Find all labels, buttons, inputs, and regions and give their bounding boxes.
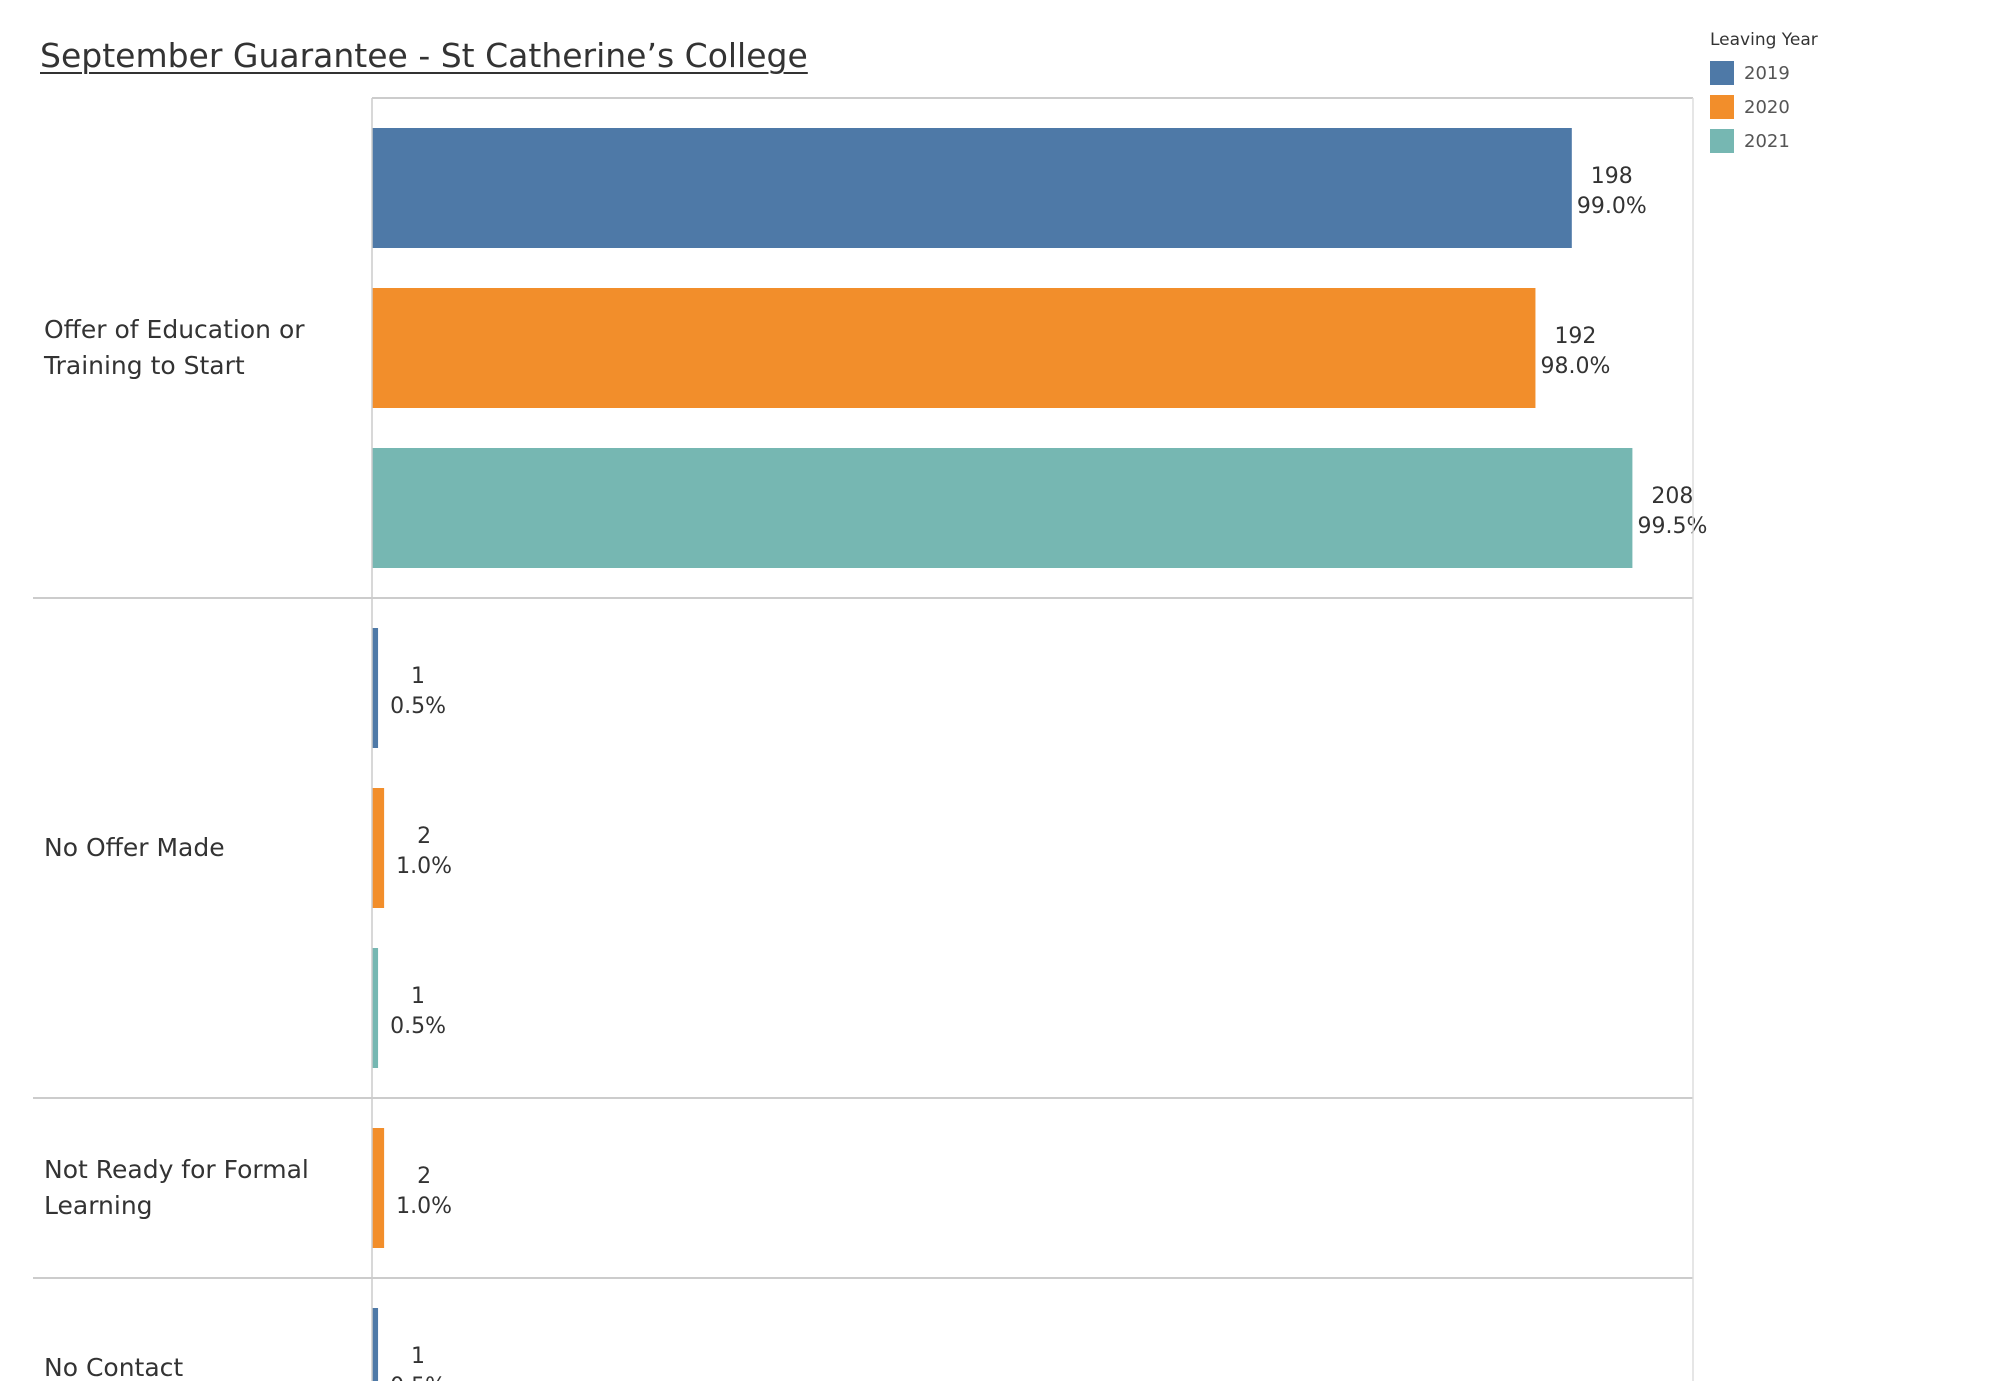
data-label-value: 1	[411, 1344, 425, 1369]
legend-title: Leaving Year	[1710, 30, 1818, 50]
category-label: No Offer Made	[44, 833, 225, 862]
legend-item-2020[interactable]: 2020	[1710, 90, 1818, 124]
legend-swatch-2019	[1710, 61, 1734, 85]
data-label-value: 198	[1591, 164, 1633, 189]
data-label-percent: 99.5%	[1637, 514, 1707, 539]
data-label-percent: 0.5%	[390, 1014, 446, 1039]
data-label-percent: 0.5%	[390, 694, 446, 719]
category-label: Learning	[44, 1191, 153, 1220]
data-label-value: 1	[411, 984, 425, 1009]
data-label-percent: 99.0%	[1577, 194, 1647, 219]
data-label-percent: 0.5%	[390, 1374, 446, 1381]
category-label: No Contact	[44, 1353, 183, 1381]
data-label-value: 1	[411, 664, 425, 689]
data-label-value: 2	[417, 824, 431, 849]
category-label: Training to Start	[43, 351, 245, 380]
legend-swatch-2021	[1710, 129, 1734, 153]
data-label-percent: 1.0%	[396, 1194, 452, 1219]
bar-2019[interactable]	[372, 1308, 379, 1381]
bar-2019[interactable]	[372, 628, 379, 748]
data-label-value: 2	[417, 1164, 431, 1189]
legend-swatch-2020	[1710, 95, 1734, 119]
bar-2020[interactable]	[372, 288, 1536, 408]
bar-2020[interactable]	[372, 788, 385, 908]
legend-item-2021[interactable]: 2021	[1710, 124, 1818, 158]
data-label-percent: 1.0%	[396, 854, 452, 879]
legend-label-2020: 2020	[1744, 96, 1790, 118]
data-label-percent: 98.0%	[1541, 354, 1611, 379]
chart-title: September Guarantee - St Catherine’s Col…	[40, 36, 808, 75]
category-label: Offer of Education or	[44, 315, 305, 344]
data-label-value: 208	[1651, 484, 1693, 509]
data-label-value: 192	[1554, 324, 1596, 349]
legend-label-2021: 2021	[1744, 130, 1790, 152]
legend-label-2019: 2019	[1744, 62, 1790, 84]
category-label: Not Ready for Formal	[44, 1155, 309, 1184]
bar-2021[interactable]	[372, 948, 379, 1068]
legend: Leaving Year 2019 2020 2021	[1710, 30, 1818, 158]
bar-2021[interactable]	[372, 448, 1633, 568]
legend-item-2019[interactable]: 2019	[1710, 56, 1818, 90]
bar-2019[interactable]	[372, 128, 1572, 248]
bar-2020[interactable]	[372, 1128, 385, 1248]
